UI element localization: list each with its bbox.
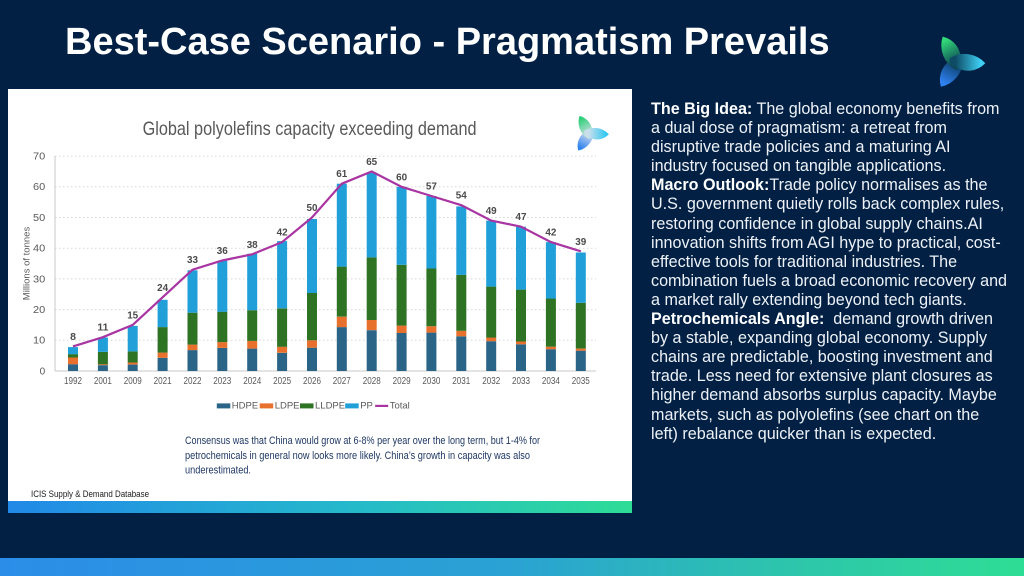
svg-text:65: 65 xyxy=(366,156,377,168)
svg-text:2029: 2029 xyxy=(393,376,411,387)
svg-text:2021: 2021 xyxy=(154,376,172,387)
svg-text:38: 38 xyxy=(247,239,258,251)
svg-text:2034: 2034 xyxy=(542,376,560,387)
svg-text:20: 20 xyxy=(33,305,46,316)
svg-text:ICIS Supply & Demand Database: ICIS Supply & Demand Database xyxy=(31,489,149,500)
svg-text:petrochemicals in general now: petrochemicals in general now looks more… xyxy=(185,450,530,462)
svg-text:Millions of tonnes: Millions of tonnes xyxy=(22,227,33,301)
svg-text:2030: 2030 xyxy=(422,376,440,387)
svg-text:8: 8 xyxy=(70,331,76,343)
svg-text:Consensus was that China would: Consensus was that China would grow at 6… xyxy=(185,435,540,447)
svg-text:HDPE: HDPE xyxy=(232,400,258,411)
svg-text:2023: 2023 xyxy=(213,376,231,387)
svg-text:60: 60 xyxy=(33,182,46,193)
svg-text:2035: 2035 xyxy=(572,376,590,387)
svg-text:42: 42 xyxy=(545,227,556,239)
svg-text:1992: 1992 xyxy=(64,376,82,387)
svg-text:49: 49 xyxy=(486,205,497,217)
svg-text:2024: 2024 xyxy=(243,376,261,387)
svg-text:57: 57 xyxy=(426,181,437,193)
svg-text:40: 40 xyxy=(33,244,46,255)
svg-text:2032: 2032 xyxy=(482,376,500,387)
svg-text:54: 54 xyxy=(456,190,467,202)
svg-text:2009: 2009 xyxy=(124,376,142,387)
svg-text:0: 0 xyxy=(40,366,46,377)
svg-text:61: 61 xyxy=(336,168,347,180)
svg-text:42: 42 xyxy=(277,227,288,239)
svg-text:LDPE: LDPE xyxy=(275,400,300,411)
svg-text:2022: 2022 xyxy=(184,376,202,387)
svg-text:Total: Total xyxy=(390,400,410,411)
svg-text:2027: 2027 xyxy=(333,376,351,387)
svg-text:2026: 2026 xyxy=(303,376,321,387)
svg-text:70: 70 xyxy=(33,152,46,163)
svg-text:2031: 2031 xyxy=(452,376,470,387)
svg-text:39: 39 xyxy=(575,236,586,248)
svg-text:2028: 2028 xyxy=(363,376,381,387)
svg-text:50: 50 xyxy=(307,202,318,214)
svg-text:PP: PP xyxy=(360,400,373,411)
svg-text:30: 30 xyxy=(33,274,46,285)
svg-text:50: 50 xyxy=(33,213,46,224)
svg-text:47: 47 xyxy=(516,211,527,223)
svg-text:60: 60 xyxy=(396,171,407,183)
svg-text:33: 33 xyxy=(187,254,198,266)
svg-text:2001: 2001 xyxy=(94,376,112,387)
svg-text:2025: 2025 xyxy=(273,376,291,387)
svg-text:Global polyolefins capacity ex: Global polyolefins capacity exceeding de… xyxy=(143,118,477,140)
svg-text:11: 11 xyxy=(97,322,108,334)
svg-text:10: 10 xyxy=(33,336,46,347)
svg-text:LLDPE: LLDPE xyxy=(315,400,345,411)
svg-text:underestimated.: underestimated. xyxy=(185,464,251,476)
svg-text:2033: 2033 xyxy=(512,376,530,387)
svg-text:36: 36 xyxy=(217,245,228,257)
svg-text:24: 24 xyxy=(157,282,168,294)
svg-text:15: 15 xyxy=(127,309,138,321)
